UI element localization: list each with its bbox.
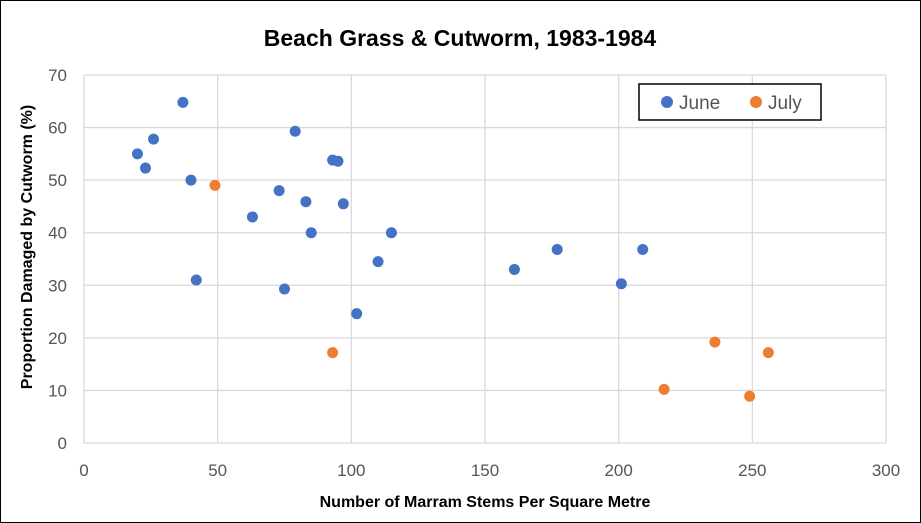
x-axis-label: Number of Marram Stems Per Square Metre	[320, 494, 651, 511]
data-point-june	[131, 148, 143, 160]
legend-label-june: June	[679, 93, 720, 114]
data-point-june	[279, 283, 290, 295]
series-july	[209, 179, 774, 402]
data-point-june	[551, 244, 563, 256]
y-tick-label: 60	[48, 119, 67, 138]
data-point-june	[300, 196, 312, 208]
y-tick-label: 10	[48, 381, 67, 400]
y-tick-label: 70	[48, 66, 67, 85]
legend-marker-july	[750, 96, 762, 108]
legend-marker-june	[661, 96, 673, 108]
x-tick-label: 100	[337, 461, 365, 480]
data-point-june	[615, 278, 627, 290]
y-tick-label: 50	[48, 171, 67, 190]
data-point-june	[332, 155, 344, 167]
data-points	[131, 96, 774, 402]
data-point-june	[508, 264, 520, 276]
data-point-june	[305, 227, 317, 239]
tick-labels: 0 10 20 30 40 50 60 70 0 50 100 150 200 250 300	[48, 66, 900, 480]
legend-label-july: July	[768, 93, 802, 114]
data-point-july	[327, 347, 339, 359]
data-point-june	[177, 96, 189, 108]
chart-title: Beach Grass & Cutworm, 1983-1984	[264, 25, 657, 51]
series-june	[131, 96, 649, 320]
data-point-june	[385, 227, 397, 239]
data-point-june	[372, 256, 384, 268]
data-point-june	[246, 211, 258, 223]
data-point-june	[637, 244, 649, 256]
data-point-july	[762, 347, 774, 359]
y-tick-label: 40	[48, 224, 67, 243]
gridlines	[83, 74, 887, 444]
data-point-june	[337, 198, 349, 210]
y-axis-label: Proportion Damaged by Cutworm (%)	[19, 105, 36, 389]
x-tick-label: 250	[738, 461, 766, 480]
data-point-july	[209, 179, 221, 191]
data-point-june	[190, 274, 202, 286]
data-point-june	[185, 174, 197, 186]
y-tick-label: 20	[48, 329, 67, 348]
x-tick-label: 200	[604, 461, 632, 480]
y-tick-label: 30	[48, 276, 67, 295]
legend: June July	[638, 83, 822, 121]
data-point-june	[351, 308, 363, 320]
x-tick-label: 50	[208, 461, 227, 480]
data-point-july	[744, 390, 756, 402]
x-tick-label: 150	[471, 461, 499, 480]
x-tick-label: 0	[79, 461, 88, 480]
data-point-july	[658, 383, 670, 395]
data-point-june	[273, 185, 285, 197]
data-point-june	[139, 162, 151, 174]
data-point-july	[709, 336, 721, 348]
data-point-june	[289, 125, 301, 137]
x-tick-label: 300	[872, 461, 900, 480]
y-tick-label: 0	[58, 434, 67, 453]
data-point-june	[148, 133, 160, 145]
